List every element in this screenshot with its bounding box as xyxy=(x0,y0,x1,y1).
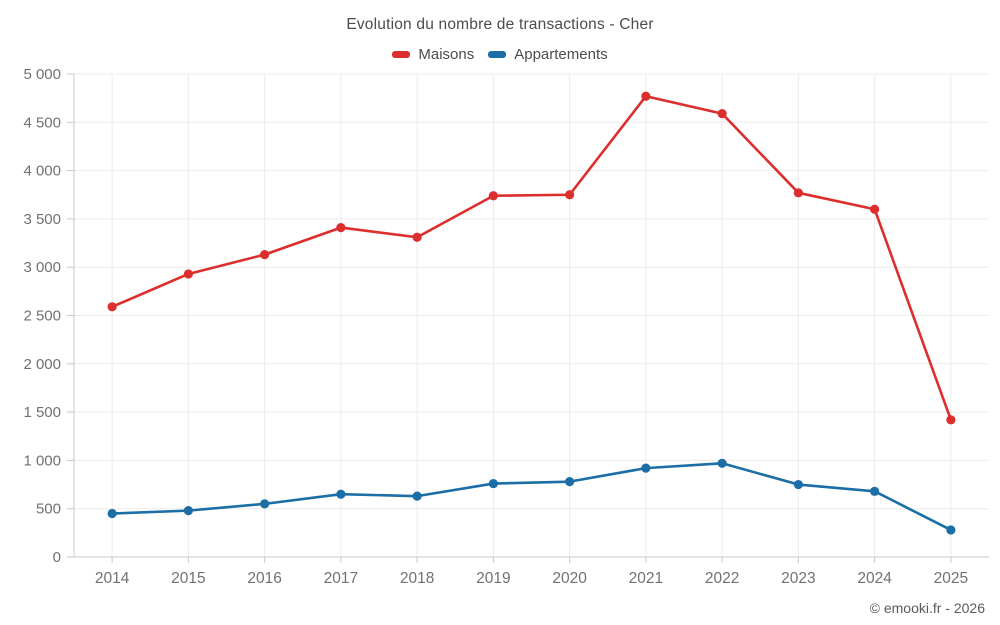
y-tick-label: 5 000 xyxy=(23,66,61,83)
x-tick-label: 2015 xyxy=(171,570,205,587)
data-point-appartements-2016[interactable] xyxy=(260,499,270,509)
data-point-maisons-2020[interactable] xyxy=(565,190,575,200)
legend-item-maisons[interactable]: Maisons xyxy=(392,46,474,63)
data-point-maisons-2023[interactable] xyxy=(793,188,803,198)
data-point-appartements-2021[interactable] xyxy=(641,463,651,473)
data-point-maisons-2017[interactable] xyxy=(336,222,346,233)
data-point-appartements-2014[interactable] xyxy=(107,508,117,519)
data-point-maisons-2018[interactable] xyxy=(412,232,422,242)
series-line-appartements xyxy=(110,461,953,532)
data-point-maisons-2014[interactable] xyxy=(107,302,117,312)
data-point-maisons-2024[interactable] xyxy=(870,204,880,214)
data-point-appartements-2019[interactable] xyxy=(488,478,498,489)
data-point-maisons-2025[interactable] xyxy=(946,415,956,425)
data-point-maisons-2015[interactable] xyxy=(183,269,193,279)
x-tick-label: 2014 xyxy=(95,570,130,587)
appartements-color-swatch xyxy=(488,51,507,58)
x-tick-label: 2021 xyxy=(629,570,663,587)
footer-credit: © emooki.fr - 2026 xyxy=(869,600,985,616)
x-tick-label: 2018 xyxy=(400,570,434,587)
x-tick-label: 2025 xyxy=(934,570,968,587)
data-point-maisons-2022[interactable] xyxy=(717,109,727,119)
y-tick-label: 2 500 xyxy=(23,308,61,325)
data-point-maisons-2019[interactable] xyxy=(488,191,498,201)
data-point-appartements-2024[interactable] xyxy=(870,486,880,496)
data-point-appartements-2015[interactable] xyxy=(183,506,193,516)
x-tick-label: 2017 xyxy=(324,570,358,587)
y-tick-label: 1 000 xyxy=(23,452,61,469)
chart-title: Evolution du nombre de transactions - Ch… xyxy=(346,16,654,33)
y-tick-label: 1 500 xyxy=(23,404,61,421)
data-point-appartements-2017[interactable] xyxy=(336,489,346,499)
data-point-appartements-2023[interactable] xyxy=(793,479,803,490)
data-point-appartements-2022[interactable] xyxy=(717,458,727,468)
legend-item-appartements[interactable]: Appartements xyxy=(488,46,608,63)
x-tick-label: 2019 xyxy=(476,570,510,587)
y-tick-label: 0 xyxy=(53,549,61,566)
legend-label-maisons: Maisons xyxy=(418,46,475,63)
x-tick-label: 2023 xyxy=(781,570,815,587)
x-tick-label: 2024 xyxy=(857,570,892,587)
y-tick-label: 2 000 xyxy=(23,356,61,373)
data-point-maisons-2016[interactable] xyxy=(260,250,270,260)
y-tick-label: 500 xyxy=(36,501,61,518)
series-line-maisons xyxy=(110,94,953,422)
y-tick-label: 4 000 xyxy=(23,163,61,180)
x-tick-label: 2020 xyxy=(552,570,587,587)
y-tick-label: 4 500 xyxy=(23,114,61,131)
data-point-appartements-2025[interactable] xyxy=(946,525,956,535)
y-tick-label: 3 000 xyxy=(23,259,61,276)
x-tick-label: 2022 xyxy=(705,570,739,587)
maisons-color-swatch xyxy=(392,51,411,58)
legend-label-appartements: Appartements xyxy=(514,46,608,63)
data-point-maisons-2021[interactable] xyxy=(641,91,651,101)
data-point-appartements-2018[interactable] xyxy=(412,491,422,501)
chart-legend: Maisons Appartements xyxy=(0,46,1000,63)
y-tick-label: 3 500 xyxy=(23,211,61,228)
data-point-appartements-2020[interactable] xyxy=(565,477,575,487)
x-tick-label: 2016 xyxy=(247,570,281,587)
